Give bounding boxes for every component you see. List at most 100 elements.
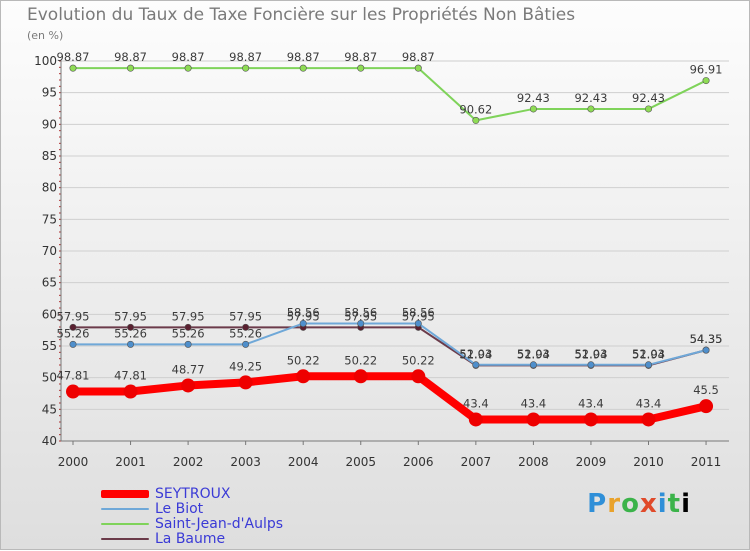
data-point (357, 64, 365, 72)
data-point (69, 64, 77, 72)
legend-item-seytroux: SEYTROUX (101, 486, 283, 502)
data-label: 55.26 (57, 326, 90, 340)
data-point (123, 384, 138, 399)
data-label: 43.4 (636, 396, 662, 410)
data-label: 54.35 (690, 332, 723, 346)
data-point (242, 323, 250, 331)
chart-unit-label: (en %) (27, 29, 64, 42)
data-point (357, 319, 365, 327)
data-label: 55.26 (114, 326, 147, 340)
x-tick-label: 2006 (403, 455, 434, 469)
data-label: 57.95 (287, 309, 320, 323)
data-point (411, 369, 426, 384)
data-label: 90.62 (459, 102, 492, 116)
data-point (184, 340, 192, 348)
data-point (353, 369, 368, 384)
data-label: 43.4 (521, 396, 547, 410)
data-label: 98.87 (344, 50, 377, 64)
data-point (242, 64, 250, 72)
data-label: 52.03 (632, 347, 665, 361)
data-label: 92.43 (574, 91, 607, 105)
data-point (587, 361, 595, 369)
data-point (414, 319, 422, 327)
data-point (181, 378, 196, 393)
y-tick-label: 95 (42, 86, 57, 100)
legend-item-saint-jean-d-aulps: Saint-Jean-d'Aulps (101, 515, 284, 532)
series-line (73, 372, 707, 424)
data-point (127, 323, 135, 331)
data-label: 98.87 (402, 50, 435, 64)
data-label: 51.94 (459, 347, 492, 361)
data-point (66, 384, 80, 399)
data-point (641, 412, 656, 427)
legend-swatch (101, 489, 149, 498)
data-label: 54.35 (690, 332, 723, 346)
legend-item-la-baume: La Baume (101, 530, 283, 547)
data-point (699, 399, 714, 414)
y-tick-label: 80 (42, 181, 57, 195)
legend-swatch (101, 537, 149, 540)
data-label: 52.03 (574, 347, 607, 361)
series-line (73, 322, 707, 366)
data-label: 58.56 (344, 305, 377, 319)
x-tick-label: 2002 (173, 455, 204, 469)
data-label: 51.94 (517, 347, 550, 361)
data-label: 57.95 (344, 309, 377, 323)
data-point (238, 375, 253, 390)
data-label: 43.4 (463, 396, 489, 410)
data-point (299, 64, 307, 72)
data-point (529, 361, 537, 369)
data-point (242, 340, 250, 348)
data-label: 43.4 (578, 396, 604, 410)
y-tick-label: 60 (42, 307, 57, 321)
y-tick-label: 40 (42, 434, 57, 448)
data-point (702, 77, 710, 85)
data-label: 98.87 (114, 50, 147, 64)
data-label: 57.95 (114, 309, 147, 323)
y-tick-label: 100 (34, 54, 57, 68)
data-label: 51.94 (632, 347, 665, 361)
data-label: 57.95 (229, 309, 262, 323)
data-point (644, 361, 652, 369)
x-tick-label: 2011 (691, 455, 722, 469)
y-tick-label: 90 (42, 117, 57, 131)
data-point (526, 412, 541, 427)
data-point (414, 64, 422, 72)
data-label: 52.03 (459, 347, 492, 361)
legend-label: La Baume (155, 530, 226, 547)
x-tick-label: 2007 (461, 455, 492, 469)
data-label: 52.03 (517, 347, 550, 361)
legend-label: Le Biot (155, 500, 204, 517)
data-label: 49.25 (229, 359, 262, 373)
data-label: 50.22 (287, 353, 320, 367)
data-label: 57.95 (57, 309, 90, 323)
data-label: 92.43 (517, 91, 550, 105)
data-label: 57.95 (402, 309, 435, 323)
data-point (296, 369, 311, 384)
data-point (69, 323, 77, 331)
data-label: 98.87 (287, 50, 320, 64)
data-point (184, 64, 192, 72)
legend-label: Saint-Jean-d'Aulps (155, 515, 284, 532)
y-tick-label: 85 (42, 149, 57, 163)
data-label: 57.95 (172, 309, 205, 323)
brand-logo: Proxiti (587, 489, 691, 519)
data-label: 96.91 (690, 63, 723, 77)
data-label: 51.94 (574, 347, 607, 361)
x-tick-label: 2001 (115, 455, 146, 469)
data-point (702, 346, 710, 354)
x-tick-label: 2003 (230, 455, 261, 469)
data-point (529, 105, 537, 113)
y-tick-label: 50 (42, 371, 57, 385)
data-label: 92.43 (632, 91, 665, 105)
x-tick-label: 2008 (518, 455, 549, 469)
x-tick-label: 2000 (58, 455, 89, 469)
data-label: 55.26 (172, 326, 205, 340)
y-tick-label: 55 (42, 339, 57, 353)
y-tick-label: 65 (42, 276, 57, 290)
data-point (644, 105, 652, 113)
y-tick-label: 45 (42, 402, 57, 416)
data-point (127, 340, 135, 348)
legend: SEYTROUX Le Biot Saint-Jean-d'Aulps La B… (101, 486, 284, 547)
